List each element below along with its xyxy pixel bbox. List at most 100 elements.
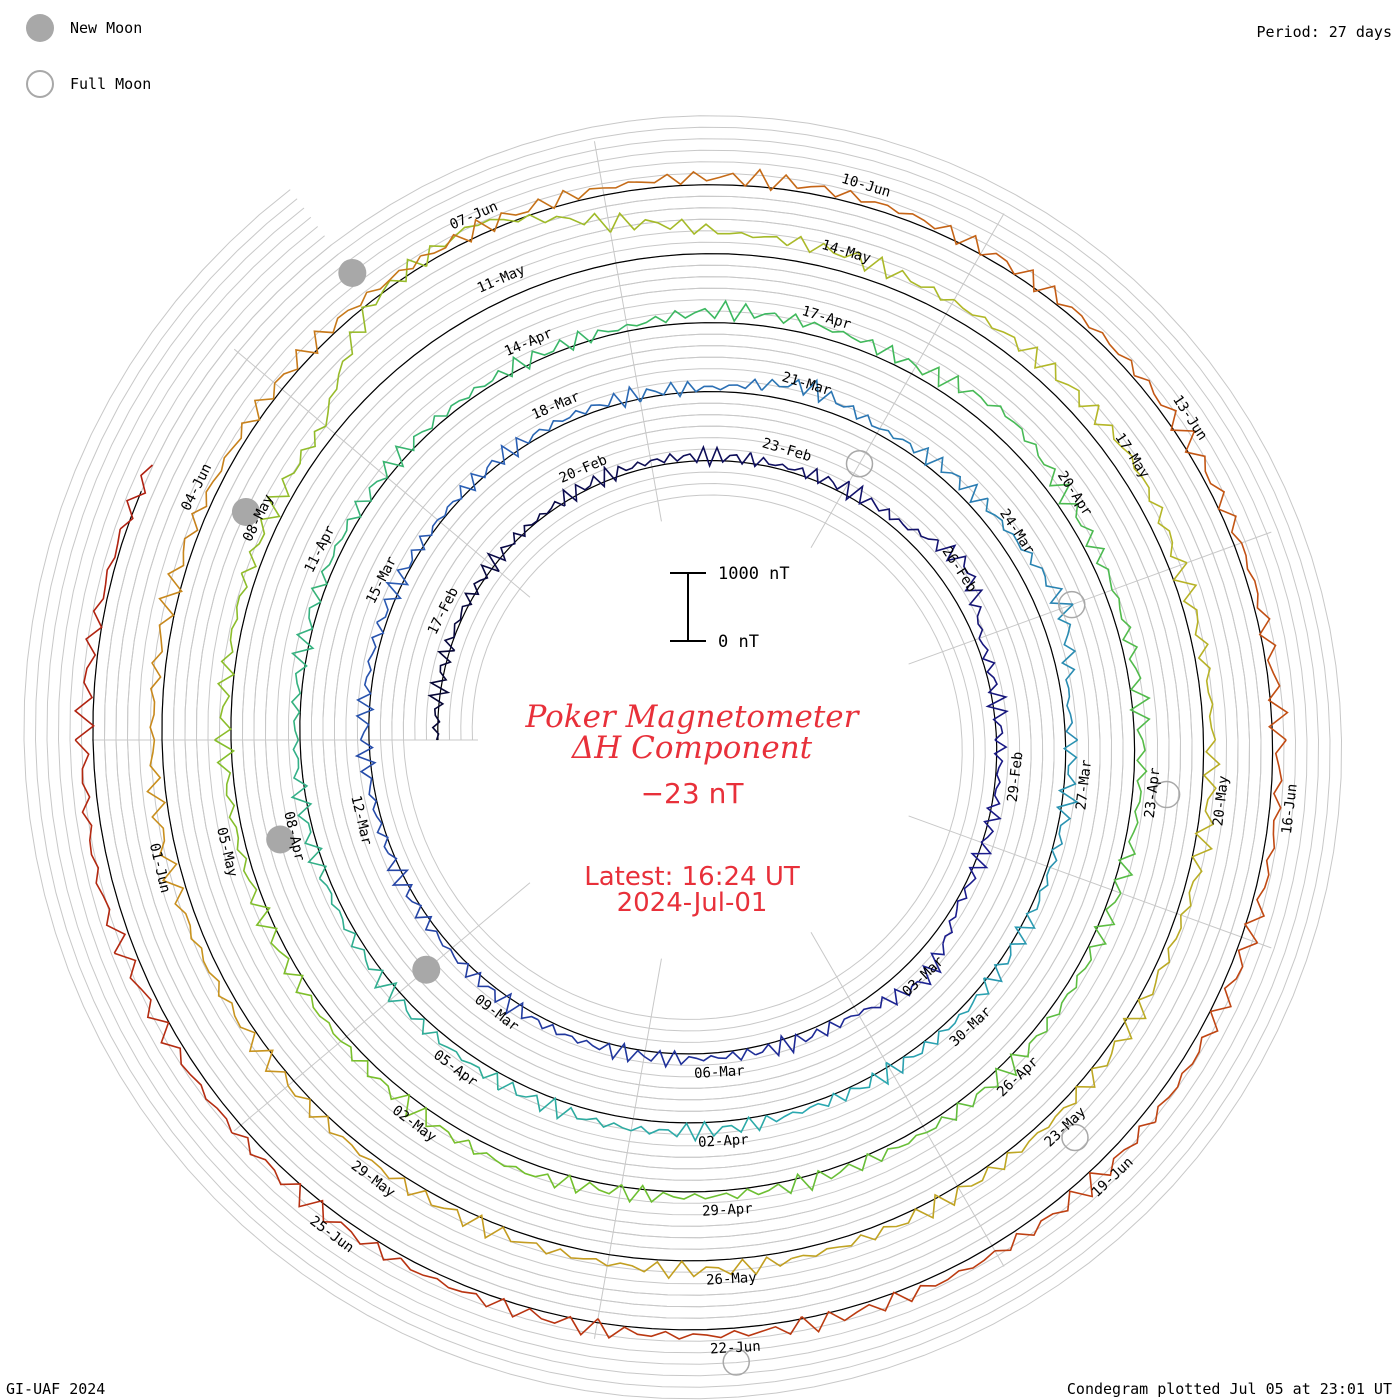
series-segment <box>290 739 328 879</box>
series-segment <box>979 252 1135 376</box>
series-segment <box>431 1204 608 1267</box>
series-segment <box>1049 739 1079 868</box>
scale-bar-bottom-label: 0 nT <box>718 632 759 652</box>
series-segment <box>597 1316 803 1340</box>
series-segment <box>114 952 233 1134</box>
series-segment <box>376 519 439 623</box>
date-label: 25-Jun <box>307 1213 357 1256</box>
current-value: −23 nT <box>641 777 745 810</box>
date-label: 14-May <box>820 237 873 267</box>
series-segment <box>797 185 981 256</box>
series-segment <box>241 425 327 574</box>
series-segment <box>1243 739 1287 944</box>
series-segment <box>994 1121 1156 1252</box>
series-segment <box>626 299 776 327</box>
series-segment <box>915 365 1040 457</box>
series-segment <box>562 459 652 507</box>
series-segment <box>935 539 984 639</box>
series-segment <box>1180 739 1221 916</box>
series-segment <box>777 1131 927 1195</box>
date-label: 26-Apr <box>994 1054 1042 1100</box>
series-segment <box>73 528 121 741</box>
new-moon-marker <box>266 825 295 854</box>
series-segment <box>382 379 493 478</box>
series-segment <box>630 1115 767 1143</box>
chart-subtitle: ΔH Component <box>571 730 813 766</box>
date-label: 20-Apr <box>1054 468 1095 519</box>
series-segment <box>119 464 154 530</box>
period-label: Period: 27 days <box>1256 23 1392 41</box>
grid-spoke <box>233 348 531 598</box>
date-label: 02-May <box>389 1102 439 1145</box>
full-moon-marker <box>1152 780 1181 809</box>
series-segment <box>386 852 451 951</box>
chart-title: Poker Magnetometer <box>525 699 861 735</box>
series-segment <box>749 452 850 491</box>
reference-spiral <box>92 184 1274 1331</box>
series-segment <box>786 235 955 301</box>
series-segment <box>310 476 388 603</box>
date-label: 27-Mar <box>1073 759 1095 811</box>
date-label: 24-Mar <box>996 506 1037 557</box>
grid-spiral <box>57 149 1308 1365</box>
series-segment <box>650 444 752 469</box>
series-segment <box>1172 562 1217 741</box>
full-moon-marker <box>1061 1123 1089 1152</box>
date-label: 06-Mar <box>694 1063 745 1082</box>
series-segment <box>858 943 945 1016</box>
series-segment <box>146 739 191 926</box>
series-segment <box>983 867 1051 983</box>
date-label: 29-Feb <box>1005 751 1027 803</box>
series-segment <box>942 841 993 945</box>
series-segment <box>1046 892 1122 1032</box>
credit-label: GI-UAF 2024 <box>6 1380 106 1398</box>
series-segment <box>486 500 566 572</box>
latest-time: Latest: 16:24 UT <box>584 862 800 892</box>
legend-new-moon-label: New Moon <box>70 19 143 37</box>
date-label: 10-Jun <box>839 171 892 201</box>
series-segment <box>189 925 289 1086</box>
date-label: 20-May <box>1210 775 1232 827</box>
series-segment <box>845 481 939 541</box>
plotted-label: Condegram plotted Jul 05 at 23:01 UT <box>1066 1380 1392 1398</box>
grid-spoke <box>810 213 1005 548</box>
series-segment <box>340 1040 470 1144</box>
date-label: 29-Apr <box>702 1201 753 1220</box>
series-segment <box>388 999 499 1091</box>
series-segment <box>1113 739 1148 894</box>
series-segment <box>491 323 628 382</box>
legend-full-moon-label: Full Moon <box>70 75 152 93</box>
series-segment <box>602 168 798 192</box>
series-segment <box>1037 455 1113 591</box>
series-segment <box>274 255 422 384</box>
series-segment <box>149 551 185 741</box>
series-segment <box>318 877 398 1002</box>
moon-markers <box>231 258 1181 1376</box>
series-segment <box>985 498 1074 605</box>
series-segment <box>1154 942 1258 1123</box>
series-segment <box>250 902 342 1042</box>
scale-bar: 1000 nT 0 nT <box>670 564 790 652</box>
date-label: 11-May <box>475 262 528 297</box>
new-moon-marker <box>412 955 441 984</box>
series-segment <box>1133 374 1243 544</box>
series-segment <box>354 739 390 854</box>
date-label: 22-Jun <box>710 1339 761 1358</box>
date-label: 17-May <box>1111 430 1152 481</box>
date-label: 18-Mar <box>530 389 583 424</box>
full-moon-marker <box>1058 590 1086 619</box>
series-segment <box>420 187 603 257</box>
series-segment <box>639 378 763 403</box>
full-moon-marker <box>845 449 874 478</box>
series-segment <box>449 948 539 1021</box>
date-label: 13-Jun <box>1169 392 1210 443</box>
series-line <box>73 168 1289 1340</box>
series-segment <box>1091 914 1182 1070</box>
series-segment <box>978 637 1009 741</box>
date-label: 02-Apr <box>698 1132 749 1151</box>
series-segment <box>774 312 917 367</box>
legend-full-moon: Full Moon <box>26 70 151 98</box>
series-segment <box>537 1019 645 1064</box>
grid-spoke <box>233 882 531 1132</box>
